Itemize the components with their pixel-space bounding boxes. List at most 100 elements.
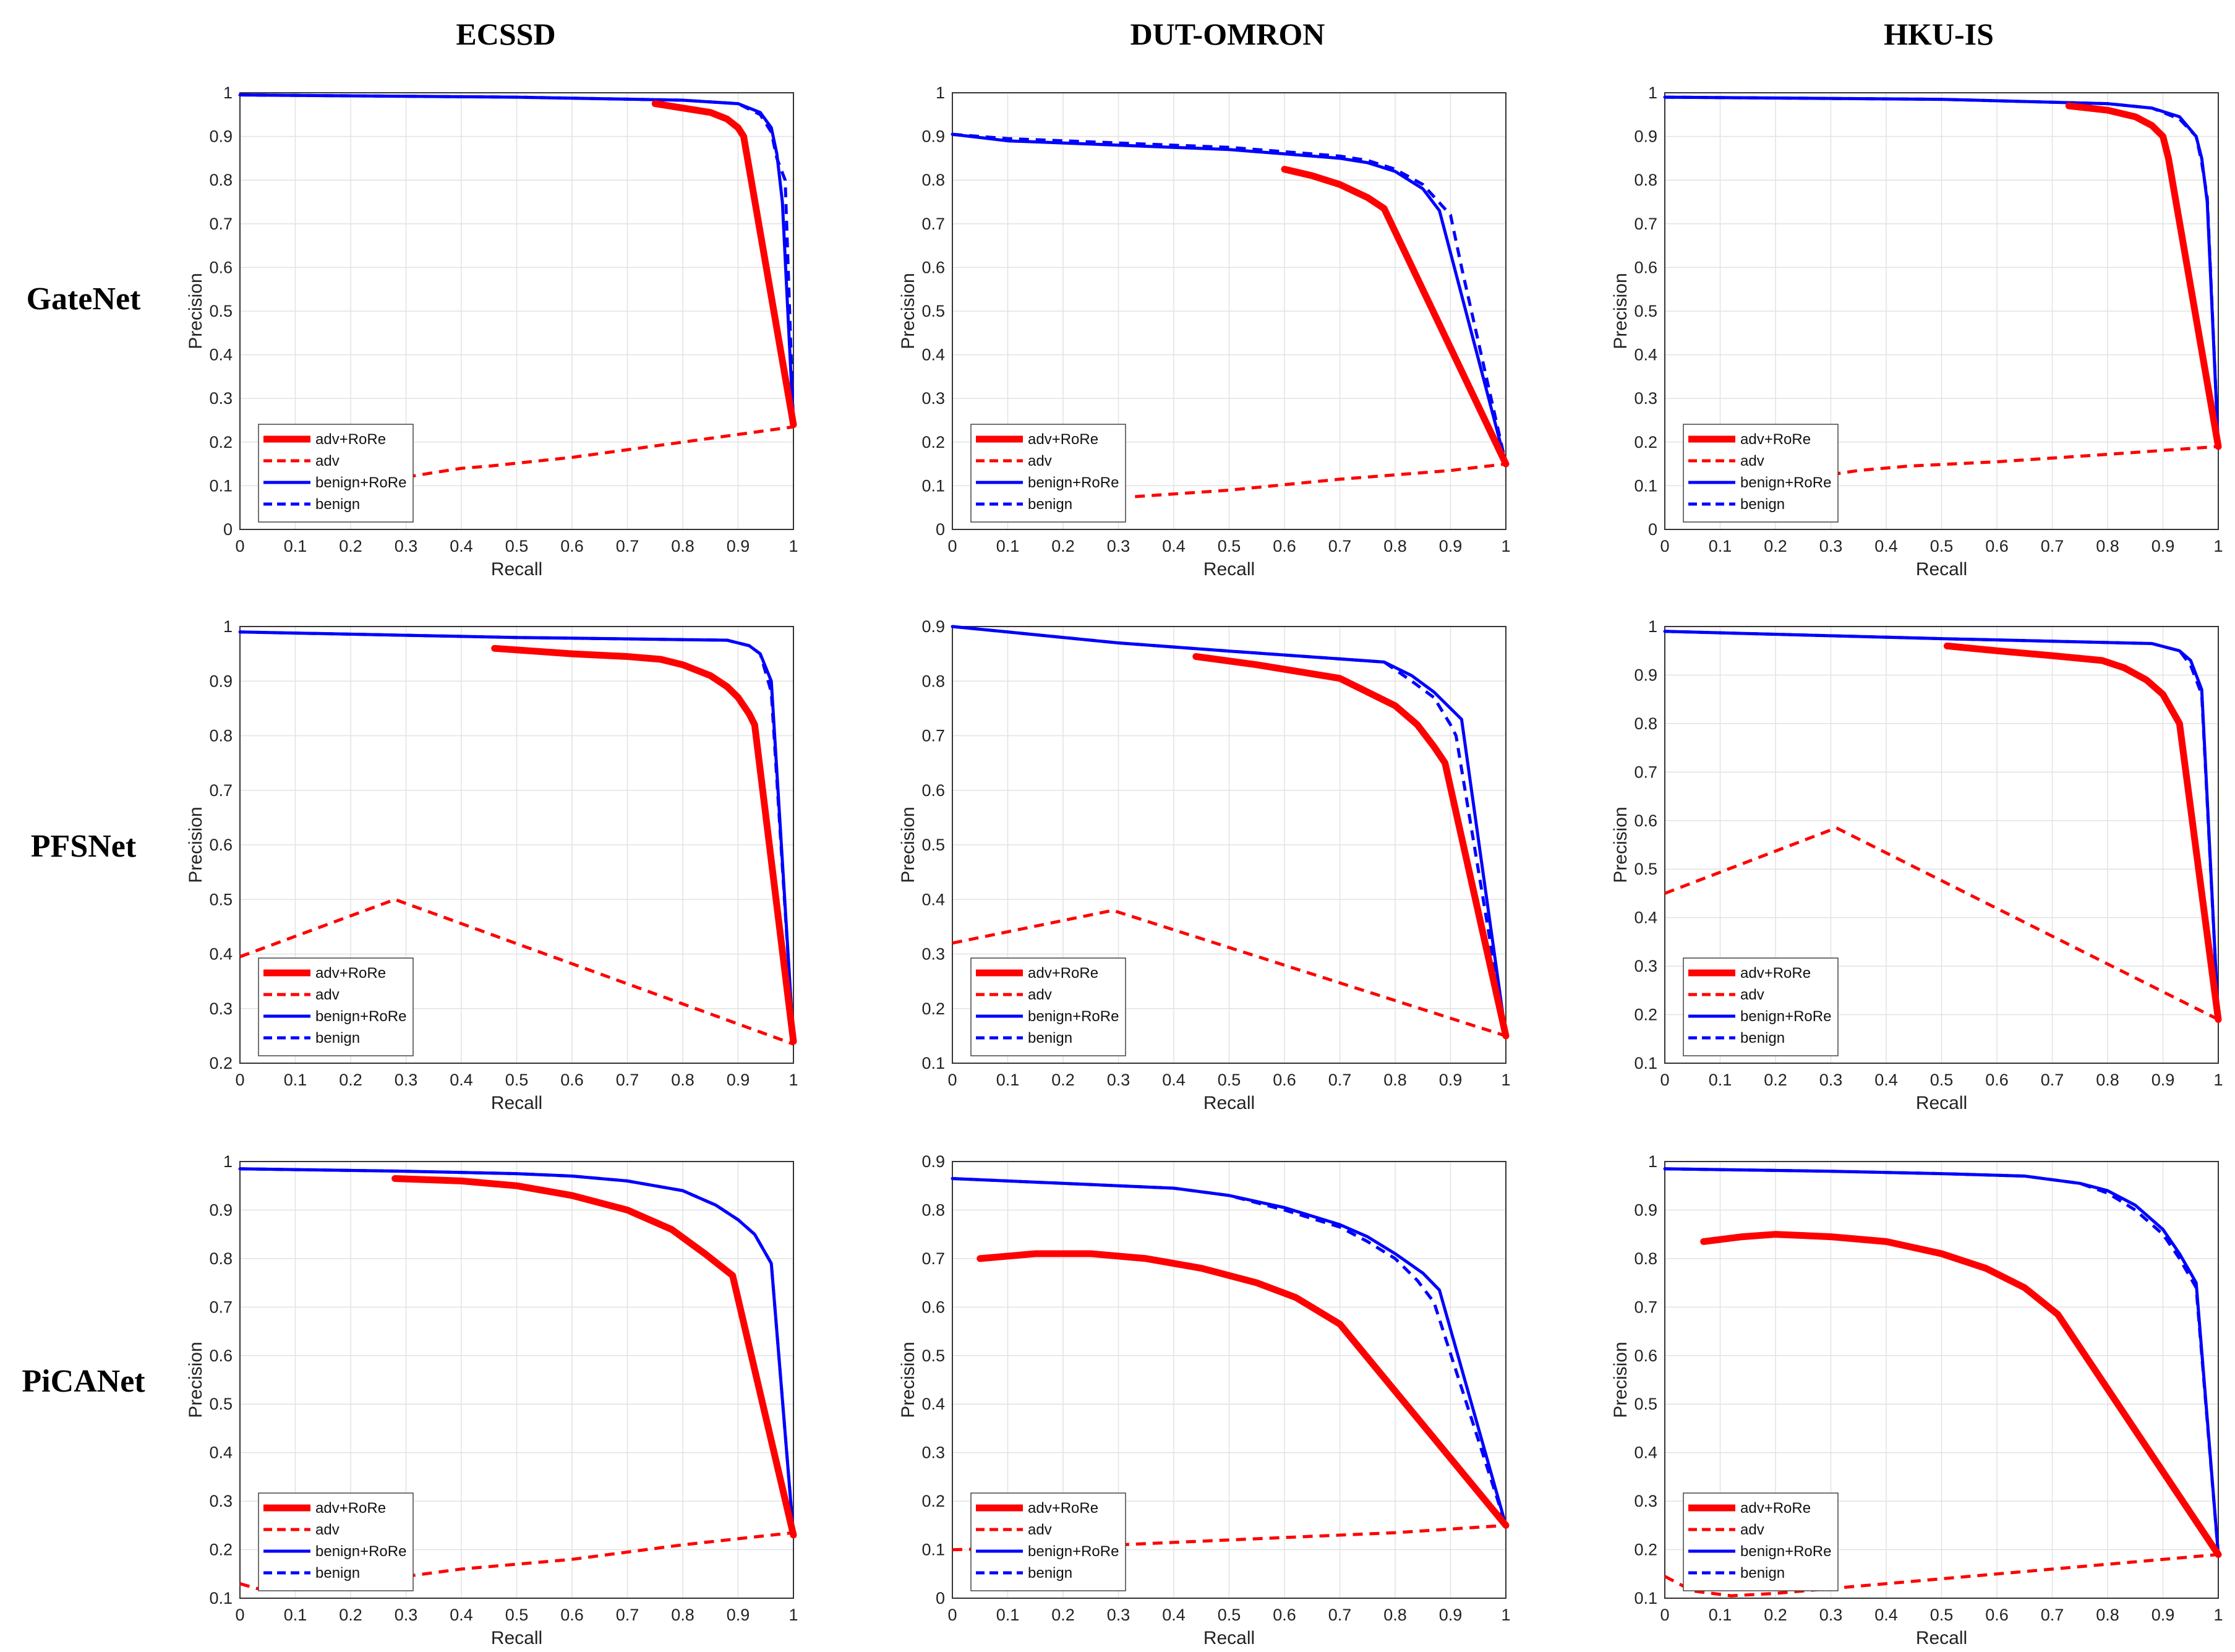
x-tick-label: 0.3 bbox=[395, 1071, 418, 1089]
x-tick-label: 0.9 bbox=[1439, 537, 1463, 555]
x-tick-label: 0.8 bbox=[671, 1606, 694, 1624]
row-title-pfsnet: PFSNet bbox=[31, 829, 137, 864]
x-tick-label: 0.2 bbox=[339, 537, 362, 555]
y-tick-label: 0.4 bbox=[921, 890, 945, 909]
x-tick-label: 0.3 bbox=[1107, 1071, 1130, 1089]
series-line-adv-rore bbox=[651, 100, 797, 429]
y-tick-label: 0.2 bbox=[209, 1054, 233, 1072]
x-tick-label: 0.9 bbox=[727, 1606, 750, 1624]
y-tick-label: 0.3 bbox=[209, 1492, 233, 1510]
x-tick-label: 0 bbox=[1660, 1071, 1669, 1089]
legend-label: benign+RoRe bbox=[1740, 474, 1831, 491]
legend-label: adv+RoRe bbox=[1740, 431, 1811, 448]
y-tick-label: 0.6 bbox=[209, 836, 233, 854]
series-line-adv bbox=[1664, 826, 2220, 1021]
legend: adv+RoRe adv benign+RoRe benign bbox=[970, 1492, 1126, 1591]
series-line-adv-rore bbox=[1281, 166, 1510, 468]
y-tick-label: 1 bbox=[1648, 83, 1657, 102]
pr-panel-2: 0 0.1 0.2 0.3 0.4 0.5 0.6 0.7 0.8 0.9 1 0 0.1 0.2 0.3 0… bbox=[898, 83, 1511, 580]
legend-label: adv+RoRe bbox=[1028, 1500, 1098, 1517]
legend-label: adv+RoRe bbox=[1028, 431, 1098, 448]
x-axis-label: Recall bbox=[1916, 559, 1967, 580]
y-tick-label: 0.5 bbox=[1634, 302, 1657, 320]
pr-panel-4: 0 0.1 0.2 0.3 0.4 0.5 0.6 0.7 0.8 0.9 1 0.2 0.3 0.4 0.… bbox=[186, 617, 798, 1113]
legend-label: adv+RoRe bbox=[1028, 965, 1098, 982]
y-tick-label: 0.2 bbox=[921, 999, 945, 1018]
y-axis-label: Precision bbox=[186, 807, 206, 883]
x-tick-label: 0.9 bbox=[2152, 1606, 2175, 1624]
x-tick-label: 0.9 bbox=[1439, 1071, 1463, 1089]
y-axis-label: Precision bbox=[898, 1342, 918, 1418]
y-tick-label: 0.3 bbox=[1634, 1492, 1657, 1510]
y-tick-label: 0.4 bbox=[1634, 909, 1657, 927]
x-tick-label: 0.3 bbox=[395, 1606, 418, 1624]
x-tick-label: 0.3 bbox=[1107, 1606, 1130, 1624]
y-tick-label: 0.2 bbox=[921, 1492, 945, 1510]
legend-label: adv bbox=[315, 453, 340, 469]
y-tick-label: 0.8 bbox=[921, 1200, 945, 1219]
y-tick-label: 0.1 bbox=[1634, 476, 1657, 495]
y-tick-label: 0.2 bbox=[209, 433, 233, 452]
y-tick-label: 0.6 bbox=[209, 258, 233, 276]
x-axis-label: Recall bbox=[1203, 559, 1255, 580]
legend-label: benign bbox=[1740, 1030, 1785, 1046]
y-tick-label: 0.5 bbox=[209, 302, 233, 320]
x-tick-label: 0.1 bbox=[996, 1071, 1020, 1089]
x-tick-label: 0.7 bbox=[616, 1071, 639, 1089]
legend-label: adv+RoRe bbox=[315, 431, 386, 448]
y-tick-label: 1 bbox=[936, 83, 945, 102]
x-tick-label: 1 bbox=[2213, 1071, 2223, 1089]
x-tick-label: 0.5 bbox=[1930, 1071, 1954, 1089]
series-line-benign bbox=[952, 132, 1508, 464]
y-tick-label: 0.6 bbox=[1634, 258, 1657, 276]
y-tick-label: 0.7 bbox=[1634, 215, 1657, 233]
y-tick-label: 0.4 bbox=[921, 1395, 945, 1413]
y-tick-label: 0.8 bbox=[1634, 1249, 1657, 1268]
x-tick-label: 0.7 bbox=[616, 537, 639, 555]
y-tick-label: 0.5 bbox=[1634, 860, 1657, 878]
y-tick-label: 0.7 bbox=[209, 781, 233, 800]
y-tick-label: 0.2 bbox=[921, 433, 945, 452]
x-tick-label: 0.8 bbox=[671, 1071, 694, 1089]
plot-frame bbox=[1664, 1161, 2219, 1599]
x-tick-label: 0.7 bbox=[2041, 537, 2064, 555]
pr-panel-3: 0 0.1 0.2 0.3 0.4 0.5 0.6 0.7 0.8 0.9 1 0 0.1 0.2 0.3 0… bbox=[1610, 83, 2223, 580]
x-tick-label: 0.5 bbox=[505, 1606, 529, 1624]
x-tick-label: 0.2 bbox=[1764, 1606, 1787, 1624]
x-tick-label: 0.2 bbox=[1051, 1071, 1075, 1089]
y-tick-label: 0.3 bbox=[921, 389, 945, 408]
y-tick-label: 0.7 bbox=[921, 215, 945, 233]
y-tick-label: 0.2 bbox=[1634, 1541, 1657, 1559]
y-tick-label: 0.6 bbox=[921, 258, 945, 276]
y-tick-label: 0.4 bbox=[209, 945, 233, 964]
x-tick-label: 0 bbox=[235, 537, 244, 555]
x-tick-label: 0.5 bbox=[1218, 1071, 1241, 1089]
y-tick-label: 0.8 bbox=[921, 672, 945, 690]
legend-label: benign+RoRe bbox=[1028, 1008, 1119, 1025]
y-tick-label: 0.6 bbox=[921, 781, 945, 800]
y-axis-label: Precision bbox=[186, 1342, 206, 1418]
row-title-gatenet: GateNet bbox=[27, 281, 141, 317]
x-tick-label: 0.6 bbox=[560, 1606, 584, 1624]
x-tick-label: 0.9 bbox=[1439, 1606, 1463, 1624]
y-tick-label: 0.4 bbox=[1634, 1444, 1657, 1462]
legend-label: benign+RoRe bbox=[315, 474, 406, 491]
y-tick-label: 0 bbox=[936, 520, 945, 539]
y-tick-label: 0 bbox=[223, 520, 233, 539]
series-line-adv bbox=[1814, 445, 2219, 479]
y-tick-label: 0.2 bbox=[1634, 433, 1657, 452]
y-tick-label: 0.7 bbox=[1634, 763, 1657, 781]
y-tick-label: 0.6 bbox=[209, 1346, 233, 1365]
y-tick-label: 0.9 bbox=[921, 127, 945, 146]
pr-panel-5: 0 0.1 0.2 0.3 0.4 0.5 0.6 0.7 0.8 0.9 10.10.20.30.… bbox=[898, 617, 1511, 1113]
pr-panel-8: 0 0.1 0.2 0.3 0.4 0.5 0.6 0.7 0.8 0.9 1 0 0.1 0.2 0.3 0… bbox=[898, 1152, 1511, 1648]
x-tick-label: 0.5 bbox=[505, 537, 529, 555]
legend: adv+RoRe adv benign+RoRe benign bbox=[1683, 957, 1839, 1056]
y-tick-label: 0.8 bbox=[921, 171, 945, 189]
y-tick-label: 1 bbox=[223, 1152, 233, 1171]
legend-label: benign bbox=[1028, 1030, 1072, 1046]
x-tick-label: 0.3 bbox=[1819, 1071, 1843, 1089]
plot-frame bbox=[1664, 626, 2219, 1064]
x-tick-label: 0 bbox=[1660, 537, 1669, 555]
series-line-adv-rore bbox=[1700, 1231, 2222, 1558]
